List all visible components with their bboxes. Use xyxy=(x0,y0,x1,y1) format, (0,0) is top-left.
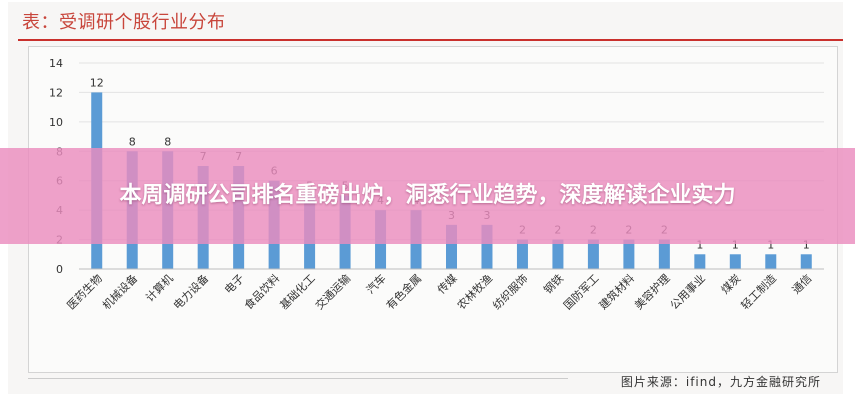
x-tick-label: 农林牧渔 xyxy=(454,271,495,312)
bar xyxy=(516,239,528,269)
data-label: 1 xyxy=(803,238,810,251)
bar xyxy=(765,254,777,269)
data-label: 1 xyxy=(696,238,703,251)
bar xyxy=(729,254,741,269)
y-tick-label: 10 xyxy=(49,116,63,129)
source-caption: 图片来源：ifind，九方金融研究所 xyxy=(620,375,821,389)
data-label: 12 xyxy=(90,76,104,89)
x-tick-label: 有色金属 xyxy=(383,271,424,312)
bar xyxy=(446,224,457,269)
source-divider xyxy=(28,378,568,379)
x-tick-label: 计算机 xyxy=(143,271,176,304)
title-divider xyxy=(18,39,843,41)
headline-text: 本周调研公司排名重磅出炉，洞悉行业趋势，深度解读企业实力 xyxy=(119,183,736,208)
data-label: 8 xyxy=(164,135,171,148)
x-tick-label: 电力设备 xyxy=(170,271,211,312)
bar xyxy=(694,254,706,269)
chart-title: 表：受调研个股行业分布 xyxy=(22,12,226,33)
bar xyxy=(481,224,493,269)
x-tick-label: 基础化工 xyxy=(277,271,318,312)
y-tick-label: 14 xyxy=(49,57,63,70)
data-label: 1 xyxy=(732,238,739,251)
x-tick-label: 交通运输 xyxy=(312,271,353,312)
x-tick-label: 纺织服饰 xyxy=(490,271,531,312)
x-tick-label: 食品饮料 xyxy=(241,271,282,312)
x-tick-label: 电子 xyxy=(222,272,247,297)
x-tick-label: 钢铁 xyxy=(541,272,566,297)
x-tick-label: 机械设备 xyxy=(99,271,140,312)
x-tick-label: 通信 xyxy=(790,272,815,297)
bar xyxy=(800,254,812,269)
data-label: 8 xyxy=(129,135,136,148)
x-tick-label: 轻工制造 xyxy=(738,271,779,312)
x-tick-label: 煤炭 xyxy=(719,272,744,297)
x-tick-label: 公用事业 xyxy=(668,272,708,312)
x-tick-label: 医药生物 xyxy=(64,271,105,312)
y-tick-label: 0 xyxy=(56,263,63,276)
y-tick-label: 12 xyxy=(49,86,63,99)
bar xyxy=(658,239,670,269)
bar xyxy=(623,239,635,269)
bar xyxy=(587,239,599,269)
x-tick-label: 传媒 xyxy=(435,272,460,297)
data-label: 1 xyxy=(767,238,774,251)
bar xyxy=(552,239,564,269)
x-tick-label: 美容护理 xyxy=(631,271,672,312)
x-tick-label: 建筑材料 xyxy=(596,271,637,312)
headline-overlay: 本周调研公司排名重磅出炉，洞悉行业趋势，深度解读企业实力 xyxy=(0,148,855,244)
x-tick-label: 汽车 xyxy=(363,271,388,296)
x-tick-label: 国防军工 xyxy=(561,271,602,312)
